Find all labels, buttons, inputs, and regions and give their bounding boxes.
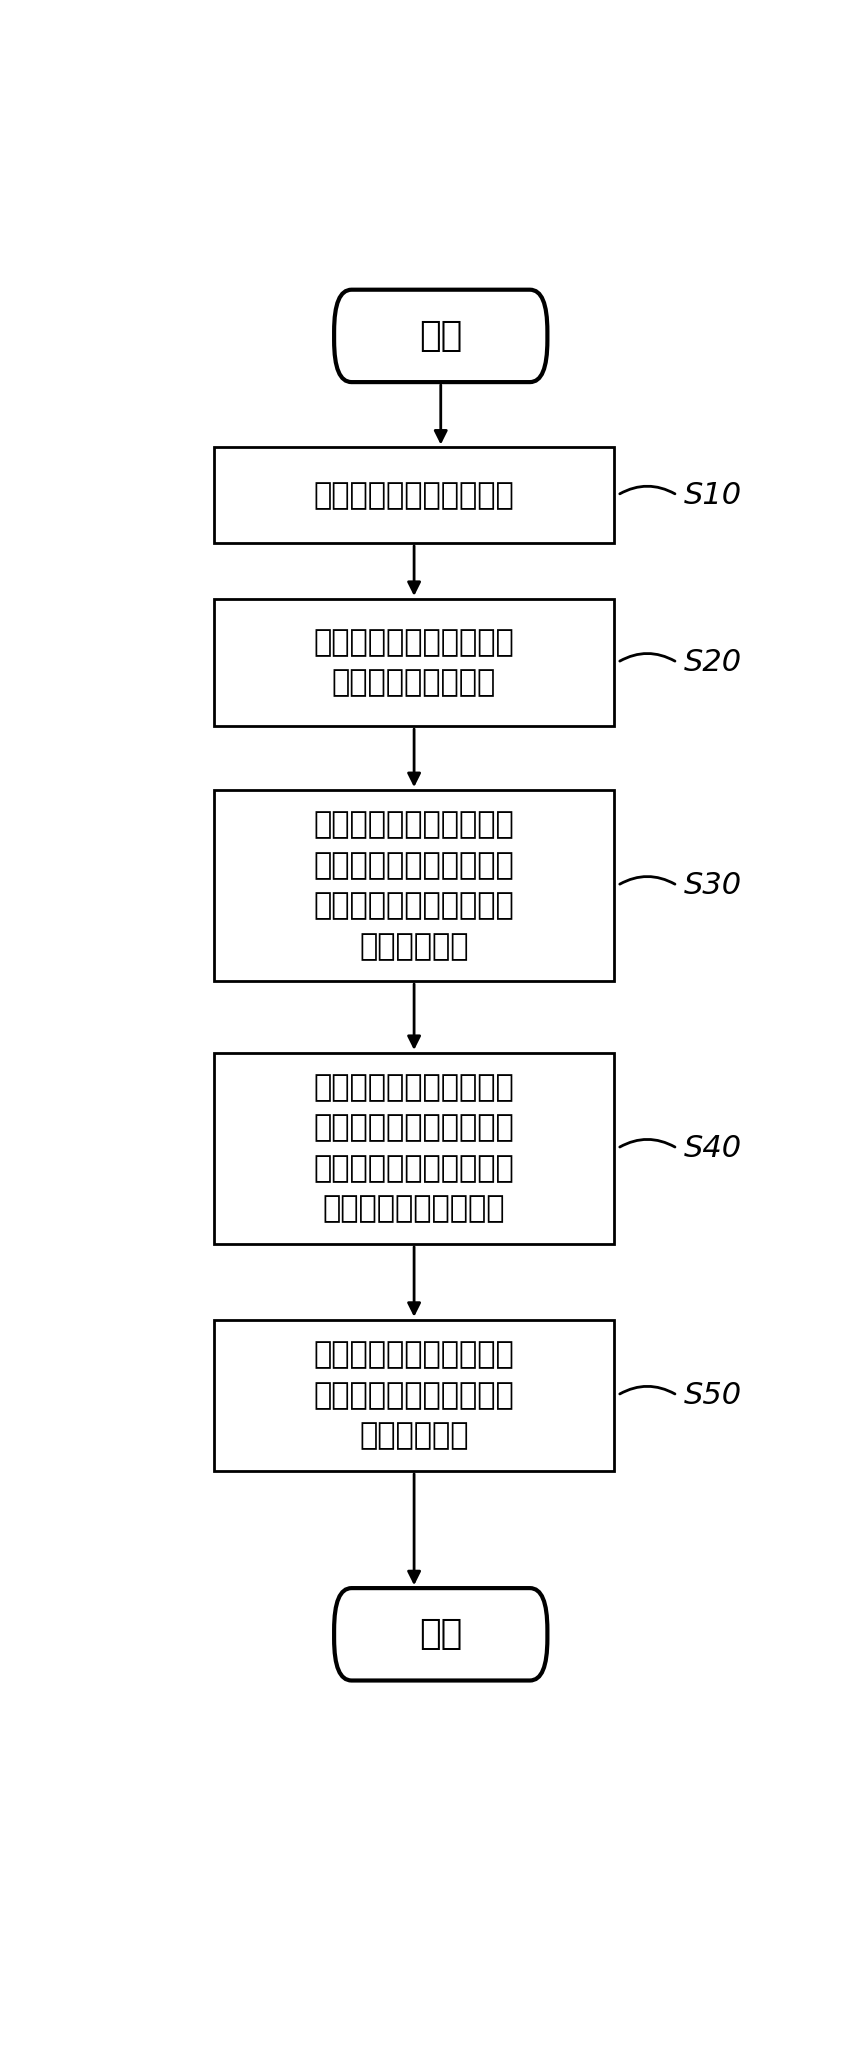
Text: 在所述加热温度达到所述
第二预设温度阈值的情况
下，停止加热: 在所述加热温度达到所述 第二预设温度阈值的情况 下，停止加热 [314,1341,514,1450]
FancyBboxPatch shape [334,290,547,383]
Text: 判断所述加热温度是否达
到第二预设温度阈值，所
述第二预设温度阈值大于
所述第一预设温度阈值: 判断所述加热温度是否达 到第二预设温度阈值，所 述第二预设温度阈值大于 所述第一… [314,1074,514,1223]
Text: 在所述加热温度达到所述
第一预设温度阈值的情况
下，采用步进加热的方式
继续进行加热: 在所述加热温度达到所述 第一预设温度阈值的情况 下，采用步进加热的方式 继续进行… [314,811,514,960]
FancyBboxPatch shape [214,1320,614,1471]
FancyBboxPatch shape [214,598,614,726]
FancyBboxPatch shape [214,1053,614,1243]
FancyBboxPatch shape [214,790,614,981]
Text: 实时监控当前的加热温度: 实时监控当前的加热温度 [314,480,514,509]
Text: S40: S40 [684,1134,742,1163]
Text: S10: S10 [684,480,742,509]
Text: 开始: 开始 [419,319,463,354]
Text: S30: S30 [684,871,742,900]
Text: 判断所述加热温度是否达
到第一预设温度阈值: 判断所述加热温度是否达 到第一预设温度阈值 [314,627,514,697]
FancyBboxPatch shape [334,1589,547,1680]
FancyBboxPatch shape [214,447,614,542]
Text: S20: S20 [684,648,742,677]
Text: S50: S50 [684,1380,742,1409]
Text: 结束: 结束 [419,1618,463,1651]
